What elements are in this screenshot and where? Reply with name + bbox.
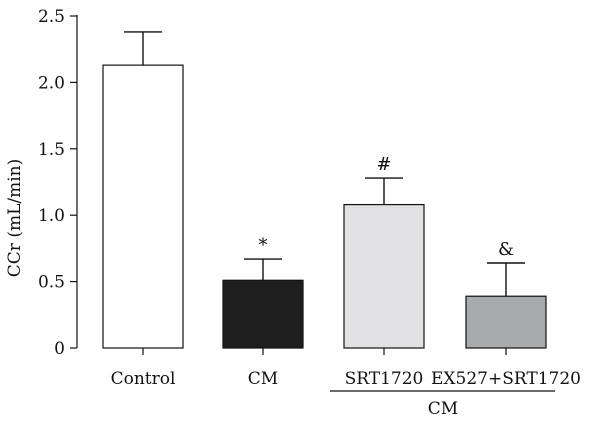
group-label: CM xyxy=(428,399,458,419)
y-axis-label: CCr (mL/min) xyxy=(5,159,25,277)
y-tick-label: 1.5 xyxy=(38,140,65,160)
bar-cm xyxy=(222,279,304,349)
category-label: Control xyxy=(111,369,176,389)
significance-marker: & xyxy=(498,239,514,260)
category-label: SRT1720 xyxy=(345,369,424,389)
y-tick-label: 0.5 xyxy=(38,273,65,293)
y-tick-label: 0 xyxy=(54,339,65,359)
category-labels: Control CM SRT1720 EX527+SRT1720 xyxy=(111,369,581,389)
bars-group: * # & xyxy=(102,31,547,355)
significance-marker: * xyxy=(259,235,268,256)
y-tick-label: 2.5 xyxy=(38,7,65,27)
bar-ex527-srt1720 xyxy=(465,295,547,349)
category-label: EX527+SRT1720 xyxy=(431,369,581,389)
y-tick-label: 2.0 xyxy=(38,73,65,93)
bar-srt1720 xyxy=(343,203,425,349)
y-axis-ticks: 0 0.5 1.0 1.5 2.0 2.5 xyxy=(38,7,77,359)
y-tick-label: 1.0 xyxy=(38,206,65,226)
bar-control xyxy=(102,64,184,349)
category-label: CM xyxy=(248,369,278,389)
significance-marker: # xyxy=(376,154,391,175)
